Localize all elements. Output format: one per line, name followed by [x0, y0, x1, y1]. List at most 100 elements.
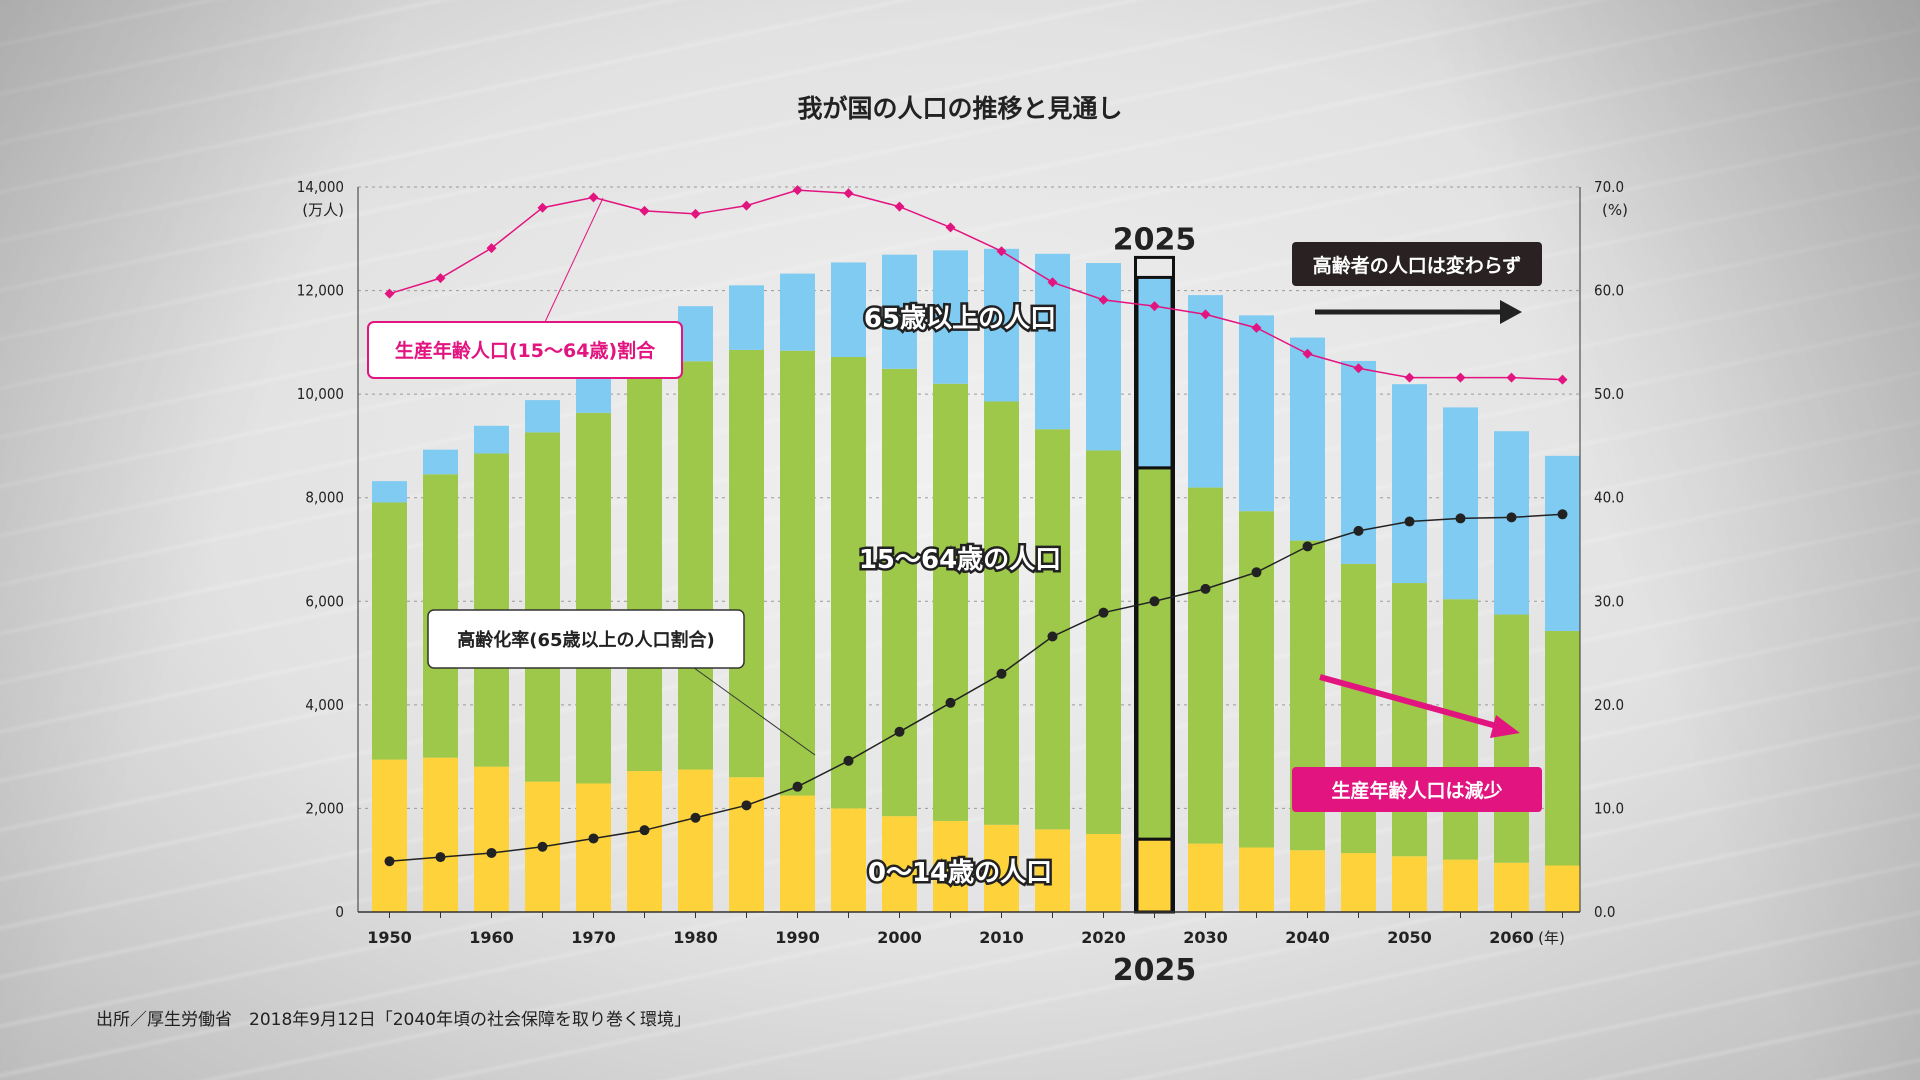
bar-senior	[1188, 295, 1223, 488]
axes: 0 2,000 4,000 6,000 8,000 10,000 12,000 14,000 (…	[297, 178, 1628, 947]
aging-rate-point	[894, 726, 905, 737]
bar-child	[780, 795, 815, 912]
working-ratio-point	[894, 201, 905, 212]
working-ratio-point	[792, 185, 803, 196]
y-left-tick-label: 8,000	[305, 489, 344, 507]
y-right-tick-label: 50.0	[1594, 385, 1624, 403]
bar-child	[1290, 850, 1325, 912]
working-ratio-point	[1404, 372, 1415, 383]
aging-rate-callout-text: 高齢化率(65歳以上の人口割合)	[457, 629, 715, 651]
x-tick-label: 2040	[1285, 928, 1330, 947]
bar-child	[627, 771, 662, 912]
working-ratio-point	[996, 246, 1007, 257]
senior-population-label: 65歳以上の人口	[864, 304, 1056, 334]
line-series	[384, 185, 1568, 867]
aging-rate-point	[1506, 512, 1517, 523]
bar-senior	[1392, 384, 1427, 584]
working-decline-callout-text: 生産年齢人口は減少	[1331, 779, 1502, 802]
bar-senior	[1239, 315, 1274, 512]
bar-child	[831, 808, 866, 912]
bar-working	[1392, 583, 1427, 857]
bar-senior	[678, 306, 713, 362]
y-right-tick-label: 10.0	[1594, 799, 1624, 817]
working-ratio-point	[588, 192, 599, 203]
working-population-label: 15〜64歳の人口	[859, 545, 1061, 575]
bar-child	[1341, 853, 1376, 912]
highlight-label-bottom: 2025	[1113, 953, 1197, 988]
aging-rate-point	[1047, 631, 1058, 642]
bar-working	[627, 378, 662, 772]
y-right-unit: (%)	[1602, 201, 1628, 219]
bar-senior	[576, 374, 611, 413]
aging-rate-point	[1251, 567, 1262, 578]
aging-rate-point	[1149, 596, 1160, 607]
bar-child	[576, 783, 611, 912]
x-tick-label: 2020	[1081, 928, 1126, 947]
working-decline-arrow-shaft	[1319, 674, 1501, 730]
aging-rate-point	[1557, 509, 1568, 520]
working-ratio-point	[1098, 294, 1109, 305]
x-axis-unit: (年)	[1538, 929, 1565, 947]
y-right-tick-label: 0.0	[1594, 903, 1615, 921]
working-ratio-point	[945, 222, 956, 233]
aging-rate-line	[389, 513, 1563, 862]
aging-rate-point	[690, 812, 701, 823]
bar-working	[525, 432, 560, 782]
x-tick-label: 2000	[877, 928, 922, 947]
y-left-tick-label: 4,000	[305, 696, 344, 714]
aging-rate-leader	[689, 664, 816, 756]
bar-working	[576, 412, 611, 784]
x-tick-label: 1980	[673, 928, 718, 947]
y-left-tick-label: 2,000	[305, 799, 344, 817]
bar-working	[1188, 487, 1223, 844]
aging-rate-point	[1098, 607, 1109, 618]
bar-child	[1086, 833, 1121, 912]
chart-title: 我が国の人口の推移と見通し	[797, 94, 1122, 123]
aging-rate-point	[588, 833, 599, 844]
bar-senior	[423, 449, 458, 475]
bar-child	[1035, 829, 1070, 912]
bar-working	[780, 350, 815, 796]
bar-working	[1494, 614, 1529, 863]
bar-working	[372, 502, 407, 760]
bar-senior	[882, 254, 917, 369]
aging-rate-point	[843, 755, 854, 766]
working-ratio-point	[1353, 363, 1364, 374]
working-ratio-point	[1302, 348, 1313, 359]
bar-child	[933, 820, 968, 912]
aging-rate-point	[1302, 541, 1313, 552]
bar-working	[984, 401, 1019, 825]
bar-working	[882, 368, 917, 817]
child-population-label: 0〜14歳の人口	[868, 858, 1052, 888]
working-ratio-point	[741, 200, 752, 211]
source-note: 出所／厚生労働省 2018年9月12日「2040年頃の社会保障を取り巻く環境」	[96, 1010, 691, 1030]
x-tick-label: 2030	[1183, 928, 1228, 947]
working-ratio-point	[843, 188, 854, 199]
bar-senior	[474, 425, 509, 454]
working-ratio-callout-box	[367, 321, 683, 379]
bar-working	[1239, 511, 1274, 848]
aging-rate-point	[1200, 583, 1211, 594]
y-right-tick-label: 40.0	[1594, 489, 1624, 507]
bar-senior	[831, 262, 866, 358]
senior-flat-callout-box	[1292, 242, 1542, 286]
bar-senior	[984, 248, 1019, 402]
bar-working	[933, 383, 968, 821]
bar-child	[372, 759, 407, 912]
aging-rate-point	[741, 800, 752, 811]
bar-working	[729, 349, 764, 778]
bar-working	[831, 357, 866, 809]
bar-working	[1135, 466, 1174, 841]
bar-child	[1135, 837, 1174, 914]
aging-rate-point	[639, 825, 650, 836]
working-ratio-point	[486, 243, 497, 254]
bar-child	[1239, 847, 1274, 912]
aging-rate-point	[996, 668, 1007, 679]
y-left-top-label: 14,000	[297, 178, 344, 196]
working-ratio-point	[1200, 309, 1211, 320]
bar-senior	[372, 481, 407, 503]
aging-rate-point	[435, 852, 446, 863]
bar-child	[1494, 862, 1529, 912]
working-decline-arrow-head	[1490, 715, 1520, 738]
